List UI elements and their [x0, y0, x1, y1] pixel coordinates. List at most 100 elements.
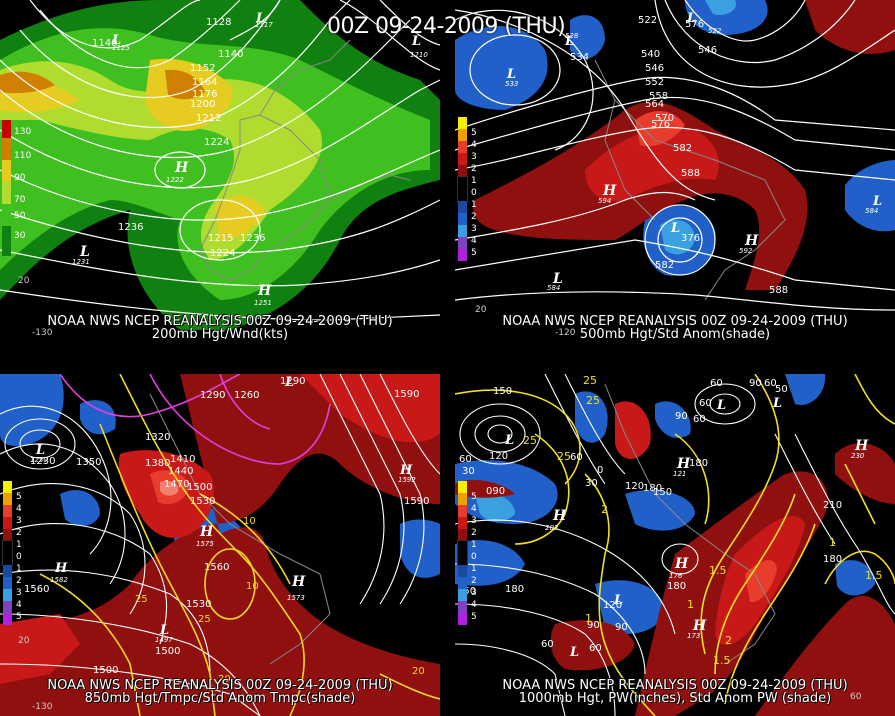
panel-1000mb[interactable]: 150 30 120 60 090 90 60 60 60 90 60 50 1…: [455, 374, 895, 716]
svg-text:180: 180: [823, 554, 842, 565]
svg-text:10: 10: [246, 581, 259, 592]
svg-text:1573: 1573: [287, 594, 305, 602]
svg-text:1.5: 1.5: [713, 654, 731, 667]
svg-text:121: 121: [673, 470, 686, 478]
svg-text:1152: 1152: [190, 63, 215, 74]
svg-text:60: 60: [589, 643, 602, 654]
svg-text:L: L: [255, 11, 265, 26]
legend-label: 5: [471, 492, 477, 502]
legend-label: 3: [471, 516, 477, 526]
legend-label: 0: [471, 552, 477, 562]
svg-text:1224: 1224: [210, 248, 235, 259]
svg-text:H: H: [174, 160, 189, 176]
svg-text:534: 534: [570, 52, 589, 63]
svg-text:L: L: [284, 375, 294, 390]
svg-text:30: 30: [585, 478, 598, 489]
svg-text:30: 30: [462, 466, 475, 477]
svg-text:1140: 1140: [218, 49, 243, 60]
svg-text:L: L: [111, 33, 121, 48]
svg-text:576: 576: [685, 19, 704, 30]
svg-text:H: H: [602, 183, 617, 199]
legend-label: 4: [471, 504, 477, 514]
svg-text:1236: 1236: [118, 222, 143, 233]
svg-text:60: 60: [693, 414, 706, 425]
svg-text:1590: 1590: [394, 389, 419, 400]
svg-text:1575: 1575: [196, 540, 214, 548]
legend-label: 5: [16, 492, 22, 502]
svg-text:L: L: [552, 271, 563, 287]
legend-label: 4: [471, 236, 477, 246]
svg-text:1210: 1210: [410, 51, 428, 59]
svg-text:25: 25: [586, 394, 600, 407]
svg-text:1230: 1230: [30, 456, 55, 467]
map-200mb: 1128 1140 1140 1152 1164 1176 1200 1212 …: [0, 0, 440, 342]
svg-text:522: 522: [638, 15, 657, 26]
legend-label: 4: [16, 600, 22, 610]
svg-text:180: 180: [505, 584, 524, 595]
svg-text:528: 528: [565, 32, 579, 40]
svg-text:1140: 1140: [92, 38, 117, 49]
panel-caption-source: NOAA NWS NCEP REANALYSIS 00Z 09-24-2009 …: [47, 678, 393, 693]
panel-500mb[interactable]: 522 534 540 546 552 558 564 570 576 582 …: [455, 0, 895, 342]
legend-label: 5: [471, 128, 477, 138]
svg-text:1410: 1410: [170, 454, 195, 465]
legend-label: 30: [14, 231, 26, 241]
svg-text:584: 584: [547, 284, 560, 292]
svg-text:L: L: [872, 194, 882, 209]
svg-text:H: H: [552, 508, 567, 524]
svg-text:1500: 1500: [187, 482, 212, 493]
svg-text:20: 20: [412, 666, 425, 677]
legend-label: 1: [16, 564, 22, 574]
svg-text:25: 25: [198, 614, 211, 625]
svg-text:1251: 1251: [254, 299, 272, 307]
svg-text:1497: 1497: [155, 636, 173, 644]
svg-text:120: 120: [489, 451, 508, 462]
svg-text:180: 180: [689, 458, 708, 469]
svg-text:25: 25: [583, 374, 597, 387]
svg-text:533: 533: [505, 80, 518, 88]
svg-text:1176: 1176: [192, 89, 217, 100]
svg-text:1582: 1582: [50, 576, 68, 584]
svg-text:0: 0: [597, 465, 603, 476]
svg-text:1117: 1117: [255, 21, 273, 29]
svg-text:60: 60: [710, 378, 723, 389]
map-title: 00Z 09-24-2009 (THU): [327, 14, 566, 39]
panel-850mb[interactable]: 1290 1260 1290 1320 1350 1380 1410 1440 …: [0, 374, 440, 716]
legend-label: 110: [14, 151, 32, 161]
svg-text:L: L: [504, 433, 514, 448]
map-500mb: 522 534 540 546 552 558 564 570 576 582 …: [455, 0, 895, 342]
legend-label: 5: [471, 612, 477, 622]
svg-text:180: 180: [667, 581, 686, 592]
svg-text:60: 60: [541, 639, 554, 650]
svg-text:1592: 1592: [398, 476, 416, 484]
svg-text:1231: 1231: [72, 258, 90, 266]
svg-text:1440: 1440: [168, 466, 193, 477]
svg-text:588: 588: [681, 168, 700, 179]
svg-text:90: 90: [615, 622, 628, 633]
svg-text:180: 180: [643, 483, 662, 494]
svg-text:25: 25: [135, 594, 148, 605]
lon-label: 20: [475, 305, 487, 315]
legend-label: 3: [16, 588, 22, 598]
svg-text:60: 60: [570, 452, 583, 463]
legend-label: 1: [471, 200, 477, 210]
svg-text:90: 90: [749, 378, 762, 389]
svg-text:1260: 1260: [234, 390, 259, 401]
svg-text:176: 176: [669, 572, 683, 580]
svg-text:50: 50: [775, 384, 788, 395]
legend-label: 70: [14, 195, 26, 205]
legend-label: 4: [471, 140, 477, 150]
panel-caption-product: 500mb Hgt/Std Anom(shade): [579, 327, 771, 342]
legend-label: 0: [471, 188, 477, 198]
legend-label: 2: [471, 212, 477, 222]
svg-text:210: 210: [823, 500, 842, 511]
svg-text:1290: 1290: [280, 376, 305, 387]
svg-text:090: 090: [486, 486, 505, 497]
panel-caption-product: 200mb Hgt/Wnd(kts): [151, 327, 289, 342]
svg-text:60: 60: [459, 454, 472, 465]
panel-200mb[interactable]: 1128 1140 1140 1152 1164 1176 1200 1212 …: [0, 0, 440, 342]
svg-text:592: 592: [739, 247, 753, 255]
svg-text:H: H: [399, 463, 413, 478]
svg-text:120: 120: [625, 481, 644, 492]
legend-label: 3: [471, 152, 477, 162]
